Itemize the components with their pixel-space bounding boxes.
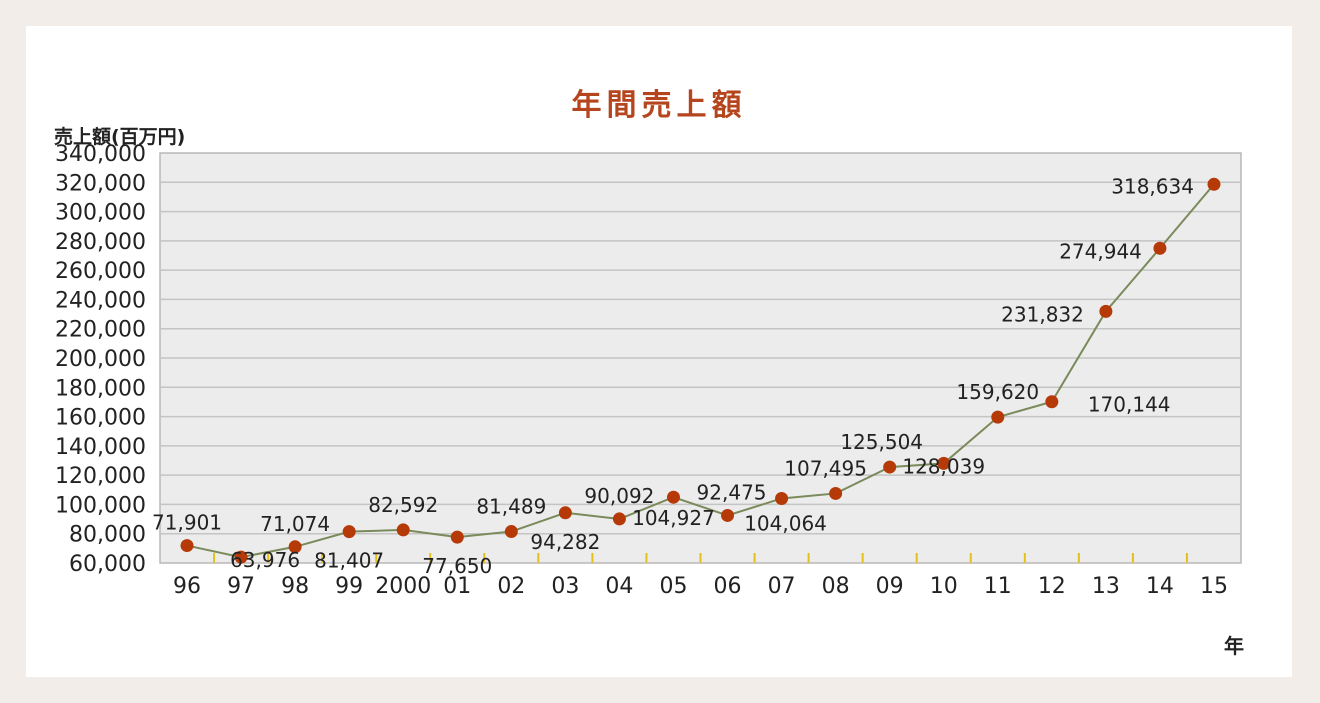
x-tick-label: 13	[1092, 574, 1120, 599]
data-label: 71,901	[152, 511, 222, 535]
data-label: 318,634	[1111, 174, 1194, 198]
data-point	[829, 486, 843, 500]
x-tick-label: 98	[281, 574, 309, 599]
data-point	[1099, 304, 1113, 318]
data-label: 92,475	[697, 480, 767, 504]
y-tick-label: 140,000	[55, 435, 146, 460]
data-point	[288, 540, 302, 554]
data-label: 107,495	[784, 456, 867, 480]
y-tick-label: 120,000	[55, 464, 146, 489]
data-point	[612, 512, 626, 526]
y-tick-label: 60,000	[69, 552, 146, 577]
data-point	[775, 491, 789, 505]
y-tick-label: 240,000	[55, 288, 146, 313]
x-tick-label: 09	[876, 574, 904, 599]
data-label: 104,927	[632, 506, 715, 530]
data-point	[396, 523, 410, 537]
x-axis-unit-label: 年	[1224, 634, 1244, 658]
x-tick-label: 11	[984, 574, 1012, 599]
data-point	[883, 460, 897, 474]
data-point	[234, 550, 248, 564]
data-point	[180, 539, 194, 553]
data-point	[558, 506, 572, 520]
x-tick-label: 97	[227, 574, 255, 599]
chart-card: 年間売上額 売上額(百万円) 年 60,000 80,000 100,000 120,…	[26, 26, 1292, 677]
y-tick-label: 260,000	[55, 259, 146, 284]
data-label: 77,650	[422, 554, 492, 578]
x-tick-label: 96	[173, 574, 201, 599]
x-tick-label: 15	[1200, 574, 1228, 599]
data-point	[1045, 395, 1059, 409]
x-tick-label: 14	[1146, 574, 1174, 599]
data-label: 274,944	[1059, 239, 1142, 263]
data-point	[1153, 241, 1167, 255]
data-point	[991, 410, 1005, 424]
data-label: 71,074	[260, 512, 330, 536]
data-label: 63,976	[230, 548, 300, 572]
x-tick-label: 04	[605, 574, 633, 599]
data-label: 90,092	[584, 484, 654, 508]
y-tick-label: 220,000	[55, 318, 146, 343]
data-point	[721, 508, 735, 522]
x-tick-label: 12	[1038, 574, 1066, 599]
x-tick-label: 07	[768, 574, 796, 599]
data-label: 125,504	[840, 430, 923, 454]
y-tick-label: 160,000	[55, 406, 146, 431]
x-tick-label: 2000	[375, 574, 431, 599]
x-tick-label: 99	[335, 574, 363, 599]
data-point	[342, 525, 356, 539]
x-tick-label: 06	[714, 574, 742, 599]
y-tick-label: 300,000	[55, 201, 146, 226]
y-tick-label: 200,000	[55, 347, 146, 372]
data-label: 231,832	[1001, 302, 1084, 326]
data-label: 170,144	[1088, 393, 1171, 417]
y-axis-label: 売上額(百万円)	[54, 126, 186, 148]
x-tick-label: 03	[551, 574, 579, 599]
line-chart: 60,000 80,000 100,000 120,000 140,000 160,000…	[55, 142, 1242, 599]
data-label: 94,282	[530, 530, 600, 554]
data-point	[937, 456, 951, 470]
data-label: 104,064	[744, 511, 827, 535]
y-tick-label: 180,000	[55, 376, 146, 401]
x-tick-label: 08	[822, 574, 850, 599]
x-tick-label: 10	[930, 574, 958, 599]
series-line	[186, 183, 1215, 559]
data-point	[504, 525, 518, 539]
x-tick-label: 02	[497, 574, 525, 599]
data-point	[1207, 177, 1221, 191]
data-label: 159,620	[956, 380, 1039, 404]
data-point	[450, 530, 464, 544]
data-label: 128,039	[902, 454, 985, 478]
x-tick-label: 05	[659, 574, 687, 599]
y-tick-label: 100,000	[55, 493, 146, 518]
y-tick-label: 340,000	[55, 142, 146, 167]
data-point	[666, 490, 680, 504]
data-label: 82,592	[368, 493, 438, 517]
x-tick-label: 01	[443, 574, 471, 599]
data-label: 81,489	[476, 495, 546, 519]
data-label: 81,407	[314, 549, 384, 573]
y-tick-label: 280,000	[55, 230, 146, 255]
chart-title: 年間売上額	[571, 88, 747, 123]
y-tick-label: 80,000	[69, 523, 146, 548]
y-tick-label: 320,000	[55, 171, 146, 196]
